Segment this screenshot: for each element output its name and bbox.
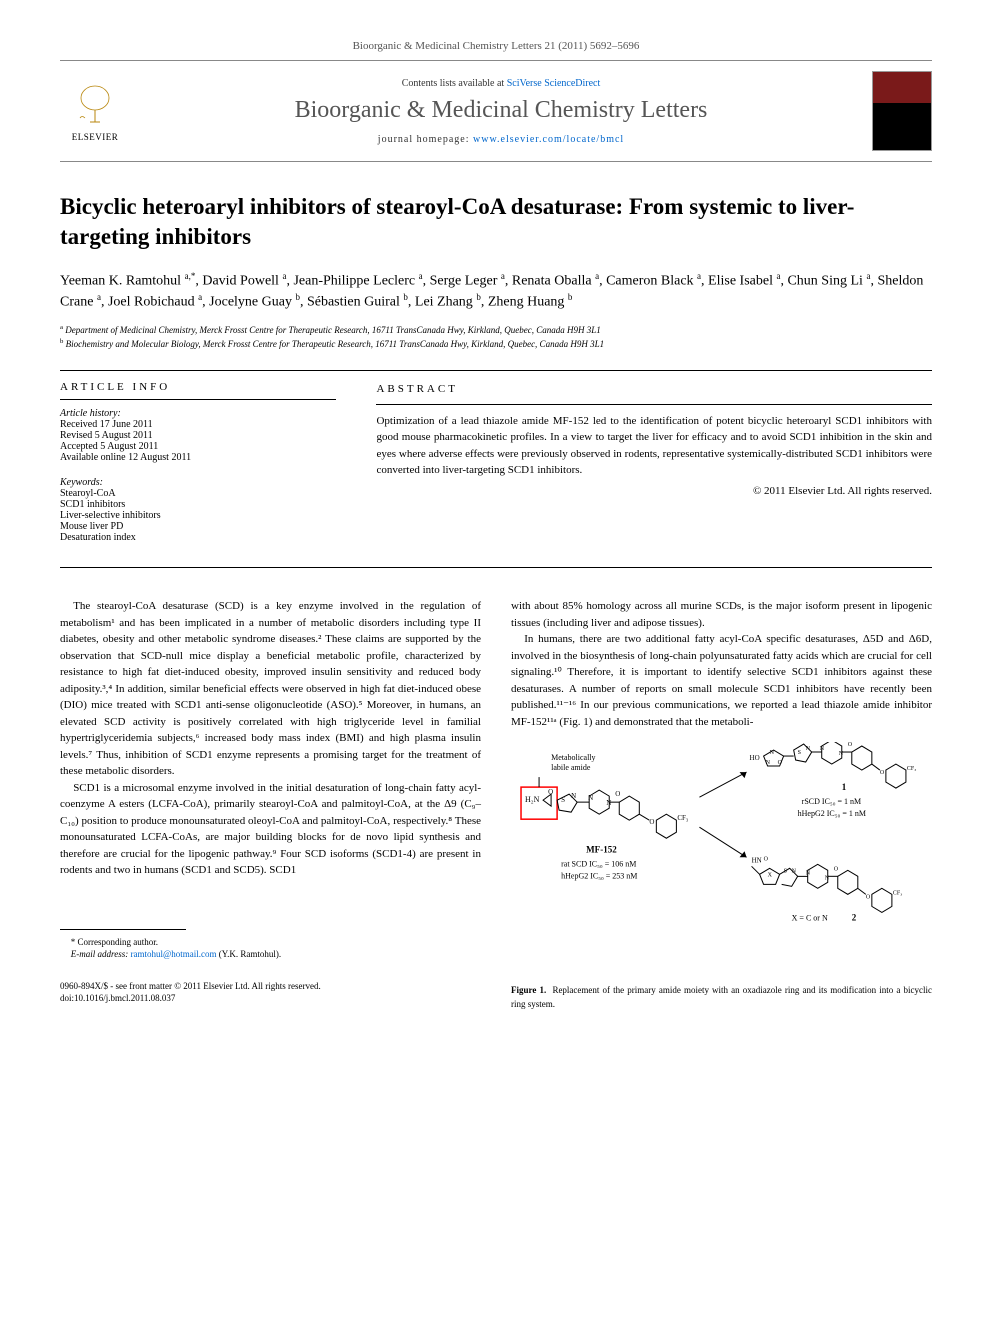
svg-text:N: N (571, 792, 576, 800)
contents-available: Contents lists available at SciVerse Sci… (130, 78, 872, 89)
fig1-compound-1-label: 1 (842, 782, 847, 792)
keyword: Desaturation index (60, 532, 336, 543)
footnote-separator (60, 929, 186, 930)
body-para: SCD1 is a microsomal enzyme involved in … (60, 780, 481, 879)
contents-prefix: Contents lists available at (402, 78, 507, 89)
homepage-prefix: journal homepage: (378, 134, 473, 145)
svg-text:S: S (798, 750, 801, 756)
affiliation-b: b Biochemistry and Molecular Biology, Me… (60, 337, 932, 351)
svg-text:O: O (649, 818, 654, 826)
svg-text:HO: HO (750, 754, 760, 762)
fig1-labile-label: Metabolically (551, 753, 595, 762)
svg-text:O: O (548, 788, 553, 796)
svg-text:CF₃: CF₃ (907, 766, 916, 772)
fig1-arrow-down (699, 827, 746, 857)
article-info-header: ARTICLE INFO (60, 381, 336, 400)
svg-text:CF₃: CF₃ (677, 814, 689, 822)
svg-text:H₂N: H₂N (525, 795, 540, 804)
doi-line: doi:10.1016/j.bmcl.2011.08.037 (60, 993, 481, 1005)
history-online: Available online 12 August 2011 (60, 452, 336, 463)
homepage-link[interactable]: www.elsevier.com/locate/bmcl (473, 134, 624, 145)
fig1-c1-ic50-1: rSCD IC₅₀ = 1 nM (802, 797, 861, 806)
fig1-c1-ic50-2: hHepG2 IC₅₀ = 1 nM (798, 809, 866, 818)
history-revised: Revised 5 August 2011 (60, 430, 336, 441)
corresponding-author: * Corresponding author. (60, 936, 481, 949)
journal-homepage: journal homepage: www.elsevier.com/locat… (130, 134, 872, 145)
journal-reference: Bioorganic & Medicinal Chemistry Letters… (60, 40, 932, 52)
svg-text:S: S (561, 796, 565, 804)
figure-1-caption: Figure 1. Replacement of the primary ami… (511, 984, 932, 1011)
authors: Yeeman K. Ramtohul a,*, David Powell a, … (60, 270, 932, 313)
svg-text:CF₃: CF₃ (893, 891, 902, 897)
svg-text:O: O (764, 857, 769, 863)
svg-text:HN: HN (752, 857, 762, 865)
svg-text:O: O (848, 742, 853, 748)
elsevier-tree-icon (70, 80, 120, 130)
keyword: Stearoyl-CoA (60, 488, 336, 499)
fig1-left-ic50-1: rat SCD IC₅₀ = 106 nM (561, 860, 636, 869)
fig1-mf152-label: MF-152 (586, 845, 617, 855)
journal-header: ELSEVIER Contents lists available at Sci… (60, 60, 932, 162)
abstract-text: Optimization of a lead thiazole amide MF… (376, 413, 932, 479)
abstract-header: ABSTRACT (376, 381, 932, 405)
svg-text:N: N (806, 746, 811, 752)
email-label: E-mail address: (71, 949, 128, 959)
svg-text:N: N (766, 760, 771, 766)
history-label: Article history: (60, 408, 336, 419)
email-who: (Y.K. Ramtohul). (219, 949, 281, 959)
author-email-link[interactable]: ramtohul@hotmail.com (130, 949, 216, 959)
svg-text:N: N (606, 799, 611, 807)
keywords-label: Keywords: (60, 477, 336, 488)
svg-text:N: N (792, 869, 797, 875)
history-accepted: Accepted 5 August 2011 (60, 441, 336, 452)
keyword: Liver-selective inhibitors (60, 510, 336, 521)
elsevier-logo: ELSEVIER (60, 76, 130, 146)
journal-cover-thumbnail (872, 71, 932, 151)
body-text: The stearoyl-CoA desaturase (SCD) is a k… (60, 598, 932, 1011)
body-para: The stearoyl-CoA desaturase (SCD) is a k… (60, 598, 481, 780)
front-matter-line: 0960-894X/$ - see front matter © 2011 El… (60, 981, 481, 993)
svg-text:O: O (880, 770, 885, 776)
svg-text:X: X (768, 873, 773, 879)
figure-1-svg: Metabolically labile amide H₂N O S N N N… (511, 742, 932, 973)
history-received: Received 17 June 2011 (60, 419, 336, 430)
svg-text:N: N (588, 794, 593, 802)
svg-text:labile amide: labile amide (551, 763, 591, 772)
sciencedirect-link[interactable]: SciVerse ScienceDirect (507, 78, 601, 89)
doi-block: 0960-894X/$ - see front matter © 2011 El… (60, 981, 481, 1004)
svg-text:N: N (820, 746, 825, 752)
column-right: with about 85% homology across all murin… (511, 598, 932, 1011)
journal-name: Bioorganic & Medicinal Chemistry Letters (130, 97, 872, 124)
fig1-compound-2-label: 2 (852, 913, 857, 923)
svg-text:N: N (770, 750, 775, 756)
keyword: SCD1 inhibitors (60, 499, 336, 510)
body-para: In humans, there are two additional fatt… (511, 631, 932, 730)
svg-text:O: O (778, 760, 783, 766)
keyword: Mouse liver PD (60, 521, 336, 532)
svg-text:O: O (866, 895, 871, 901)
abstract-copyright: © 2011 Elsevier Ltd. All rights reserved… (376, 483, 932, 500)
article-info: ARTICLE INFO Article history: Received 1… (60, 371, 356, 567)
svg-text:S: S (784, 869, 787, 875)
svg-text:N: N (806, 871, 811, 877)
abstract: ABSTRACT Optimization of a lead thiazole… (356, 371, 932, 567)
svg-text:O: O (615, 790, 620, 798)
fig1-left-ic50-2: hHepG2 IC₅₀ = 253 nM (561, 872, 637, 881)
fig1-arrow-up (699, 772, 746, 797)
elsevier-name: ELSEVIER (72, 132, 119, 142)
affiliation-a: a Department of Medicinal Chemistry, Mer… (60, 323, 932, 337)
body-para: with about 85% homology across all murin… (511, 598, 932, 631)
article-title: Bicyclic heteroaryl inhibitors of stearo… (60, 192, 932, 252)
figure-1: Metabolically labile amide H₂N O S N N N… (511, 742, 932, 1011)
fig1-x-label: X = C or N (792, 914, 828, 923)
column-left: The stearoyl-CoA desaturase (SCD) is a k… (60, 598, 481, 1011)
affiliations: a Department of Medicinal Chemistry, Mer… (60, 323, 932, 350)
svg-text:O: O (834, 867, 839, 873)
email-line: E-mail address: ramtohul@hotmail.com (Y.… (60, 948, 481, 961)
